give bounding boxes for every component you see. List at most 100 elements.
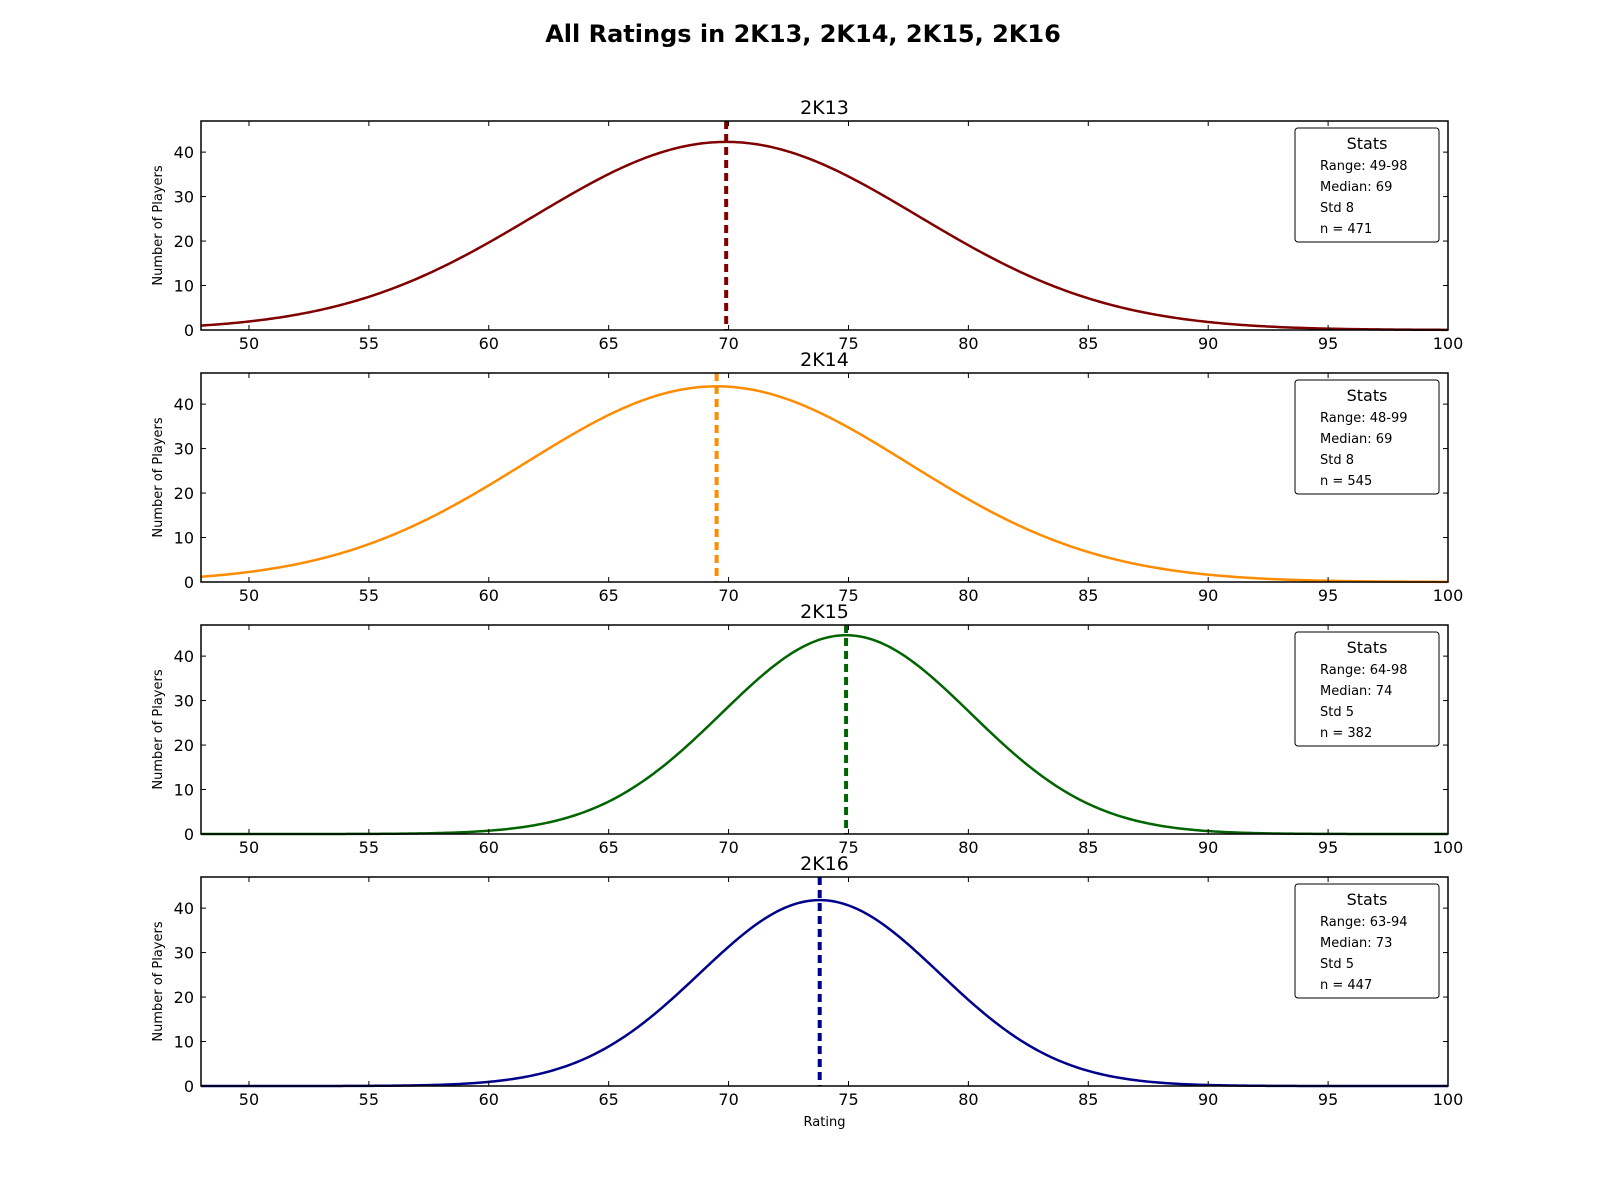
y-tick-label: 40 xyxy=(174,395,194,414)
stats-box-frame xyxy=(1294,883,1440,999)
x-tick-label: 80 xyxy=(958,586,978,605)
stats-line: n = 447 xyxy=(1320,978,1372,993)
panel-2k14: 2K14 50 55 60 65 70 75 80 85 90 95 100 0 10 20 30 40 Numb… xyxy=(151,349,1463,605)
plot-area xyxy=(201,877,1448,1086)
y-tick-label: 30 xyxy=(174,440,194,459)
x-tick-label: 55 xyxy=(359,838,379,857)
y-tick-label: 20 xyxy=(174,988,194,1007)
y-tick-label: 0 xyxy=(184,321,194,340)
stats-line: Median: 69 xyxy=(1320,432,1392,447)
panel-2k15: 2K15 50 55 60 65 70 75 80 85 90 95 100 0 10 20 30 40 Numb… xyxy=(151,601,1463,857)
x-tick-label: 60 xyxy=(479,1090,499,1109)
x-tick-label: 70 xyxy=(718,1090,738,1109)
x-tick-label: 75 xyxy=(838,838,858,857)
panel-title: 2K14 xyxy=(800,349,849,371)
y-tick-label: 0 xyxy=(184,573,194,592)
stats-box-frame xyxy=(1294,631,1440,747)
y-tick-label: 30 xyxy=(174,944,194,963)
x-tick-label: 85 xyxy=(1078,1090,1098,1109)
x-tick-label: 60 xyxy=(479,586,499,605)
x-tick-label: 100 xyxy=(1433,334,1464,353)
y-tick-label: 30 xyxy=(174,188,194,207)
x-axis-label: Rating xyxy=(804,1115,846,1130)
stats-line: Median: 74 xyxy=(1320,684,1392,699)
x-tick-label: 60 xyxy=(479,334,499,353)
stats-line: n = 382 xyxy=(1320,726,1372,741)
x-tick-label: 55 xyxy=(359,1090,379,1109)
stats-line: Range: 64-98 xyxy=(1320,663,1408,678)
stats-title: Stats xyxy=(1347,890,1388,909)
x-tick-label: 85 xyxy=(1078,586,1098,605)
y-tick-label: 10 xyxy=(174,277,194,296)
x-tick-label: 70 xyxy=(718,334,738,353)
panel-title: 2K16 xyxy=(800,853,849,875)
y-axis-label: Number of Players xyxy=(151,669,166,789)
stats-line: Std 5 xyxy=(1320,705,1354,720)
plot-area xyxy=(201,373,1448,582)
x-tick-label: 100 xyxy=(1433,1090,1464,1109)
plot-area xyxy=(201,121,1448,330)
stats-line: n = 545 xyxy=(1320,474,1372,489)
x-tick-label: 85 xyxy=(1078,838,1098,857)
x-tick-label: 70 xyxy=(718,838,738,857)
stats-line: Range: 48-99 xyxy=(1320,411,1408,426)
x-tick-label: 100 xyxy=(1433,586,1464,605)
x-tick-label: 65 xyxy=(598,586,618,605)
stats-box: Stats Range: 48-99 Median: 69 Std 8 n = 545 xyxy=(1294,379,1440,495)
plot-frame xyxy=(200,372,1449,583)
x-tick-label: 90 xyxy=(1198,586,1218,605)
x-tick-label: 75 xyxy=(838,586,858,605)
stats-line: Range: 49-98 xyxy=(1320,159,1408,174)
stats-line: Median: 73 xyxy=(1320,936,1392,951)
stats-title: Stats xyxy=(1347,134,1388,153)
x-tick-label: 50 xyxy=(239,1090,259,1109)
stats-line: Std 8 xyxy=(1320,201,1354,216)
x-tick-label: 55 xyxy=(359,586,379,605)
x-tick-label: 70 xyxy=(718,586,738,605)
stats-box: Stats Range: 49-98 Median: 69 Std 8 n = 471 xyxy=(1294,127,1440,243)
y-axis-label: Number of Players xyxy=(151,921,166,1041)
y-tick-label: 40 xyxy=(174,143,194,162)
plot-area xyxy=(201,625,1448,834)
stats-box: Stats Range: 63-94 Median: 73 Std 5 n = 447 xyxy=(1294,883,1440,999)
plot-frame xyxy=(200,624,1449,835)
stats-line: n = 471 xyxy=(1320,222,1372,237)
stats-box-frame xyxy=(1294,379,1440,495)
y-tick-label: 20 xyxy=(174,484,194,503)
x-tick-label: 85 xyxy=(1078,334,1098,353)
plot-frame xyxy=(200,876,1449,1087)
plot-frame xyxy=(200,120,1449,331)
y-axis-label: Number of Players xyxy=(151,417,166,537)
x-tick-label: 65 xyxy=(598,1090,618,1109)
stats-title: Stats xyxy=(1347,638,1388,657)
x-tick-label: 90 xyxy=(1198,838,1218,857)
x-tick-label: 55 xyxy=(359,334,379,353)
x-tick-label: 90 xyxy=(1198,334,1218,353)
stats-box-frame xyxy=(1294,127,1440,243)
x-tick-label: 75 xyxy=(838,334,858,353)
y-tick-label: 10 xyxy=(174,1033,194,1052)
x-tick-label: 90 xyxy=(1198,1090,1218,1109)
distribution-curve xyxy=(200,140,1449,332)
y-tick-label: 20 xyxy=(174,736,194,755)
panel-2k16: 2K16 50 55 60 65 70 75 80 85 90 95 100 0 10 20 30 40 Numb… xyxy=(151,853,1463,1130)
x-tick-label: 95 xyxy=(1318,1090,1338,1109)
distribution-curve xyxy=(200,385,1449,584)
x-tick-label: 75 xyxy=(838,1090,858,1109)
stats-title: Stats xyxy=(1347,386,1388,405)
stats-line: Range: 63-94 xyxy=(1320,915,1408,930)
stats-line: Std 8 xyxy=(1320,453,1354,468)
x-tick-label: 50 xyxy=(239,838,259,857)
x-tick-label: 100 xyxy=(1433,838,1464,857)
x-tick-label: 95 xyxy=(1318,586,1338,605)
stats-line: Std 5 xyxy=(1320,957,1354,972)
stats-line: Median: 69 xyxy=(1320,180,1392,195)
y-tick-label: 10 xyxy=(174,529,194,548)
x-tick-label: 95 xyxy=(1318,838,1338,857)
y-axis-label: Number of Players xyxy=(151,165,166,285)
x-tick-label: 95 xyxy=(1318,334,1338,353)
stats-box: Stats Range: 64-98 Median: 74 Std 5 n = 382 xyxy=(1294,631,1440,747)
x-tick-label: 80 xyxy=(958,838,978,857)
